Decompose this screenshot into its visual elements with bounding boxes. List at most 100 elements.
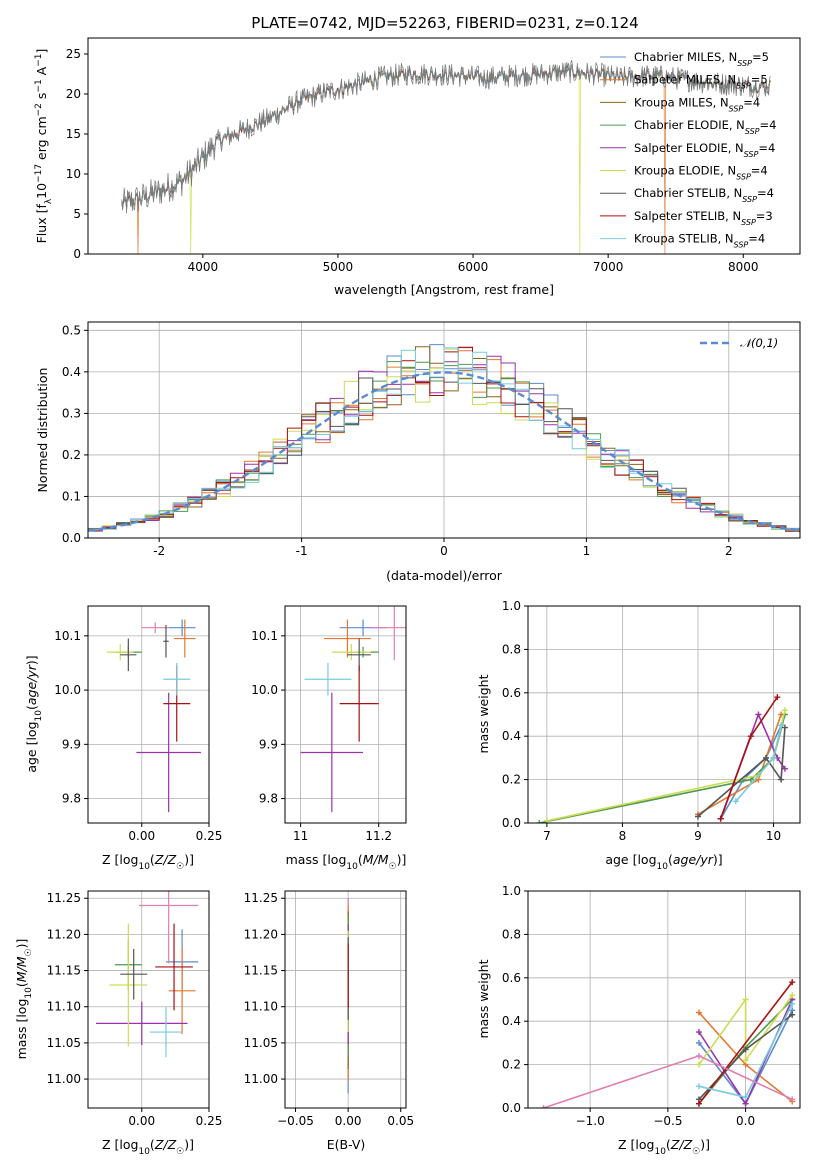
x-tick-label: 0.05 xyxy=(387,1114,414,1128)
y-tick-label: 11.25 xyxy=(244,891,278,905)
x-tick-label: 6000 xyxy=(458,260,489,274)
x-tick-label: 10 xyxy=(766,829,781,843)
weight-marker xyxy=(695,1029,702,1036)
plot-area xyxy=(121,59,771,254)
x-tick-label: 0.25 xyxy=(196,829,223,843)
plot-area xyxy=(96,891,199,1058)
weight-line xyxy=(539,714,786,823)
y-tick-label: 11.10 xyxy=(244,1000,278,1014)
y-tick-label: 0.0 xyxy=(502,1101,521,1115)
weight-marker xyxy=(695,813,701,820)
weight-marker xyxy=(742,996,749,1003)
y-tick-label: 9.9 xyxy=(62,737,81,751)
figure-title: PLATE=0742, MJD=52263, FIBERID=0231, z=0… xyxy=(251,14,638,32)
y-tick-label: 0.4 xyxy=(502,1014,521,1028)
x-tick-label: −0.5 xyxy=(653,1114,682,1128)
weight-marker xyxy=(742,1046,749,1053)
weight-marker xyxy=(789,992,796,999)
axes-frame xyxy=(87,890,210,1109)
plot-area xyxy=(347,898,349,1094)
x-tick-label: 2 xyxy=(725,544,733,558)
weight-marker xyxy=(695,1009,702,1016)
model-spectrum-line xyxy=(121,64,771,254)
x-axis-label: age [log10(age/yr)] xyxy=(605,852,722,872)
age-vs-metallicity-panel: 0.00 0.25 9.8 9.9 10.0 10.1 Z [log10(Z/Z☉)] age… xyxy=(24,605,223,872)
weight-marker xyxy=(778,722,785,729)
residual-histogram xyxy=(88,347,800,531)
mass-vs-extinction-panel: −0.05 0.00 0.05 11.00 11.05 11.10 11.15 11.20 11… xyxy=(244,890,414,1152)
y-tick-label: 0.0 xyxy=(62,531,81,545)
y-tick-label: 0.5 xyxy=(62,323,81,337)
weight-marker xyxy=(695,1100,702,1107)
weight-marker xyxy=(536,820,543,823)
plot-area xyxy=(536,694,788,823)
data-spectrum-line xyxy=(121,59,771,214)
y-tick-label: 9.8 xyxy=(62,792,81,806)
plot-area xyxy=(88,344,800,532)
x-tick-label: 0.00 xyxy=(335,1114,362,1128)
legend-label: Chabrier ELODIE, NSSP=4 xyxy=(634,118,776,136)
x-tick-label: 8 xyxy=(619,829,627,843)
weight-line xyxy=(546,710,786,822)
weight-marker xyxy=(717,815,724,822)
y-tick-label: 11.15 xyxy=(47,964,81,978)
x-tick-label: 7000 xyxy=(593,260,624,274)
x-tick-label: -2 xyxy=(153,544,165,558)
axes-frame xyxy=(527,890,801,1109)
y-tick-label: 9.8 xyxy=(259,792,278,806)
weight-marker xyxy=(781,724,788,731)
y-tick-label: 11.15 xyxy=(244,964,278,978)
x-tick-label: 11.2 xyxy=(365,829,392,843)
axes-frame xyxy=(87,605,210,824)
x-tick-label: 4000 xyxy=(188,260,219,274)
y-tick-label: 0.0 xyxy=(502,816,521,830)
x-axis-label: Z [log10(Z/Z☉)] xyxy=(618,1137,710,1157)
x-axis-label: Z [log10(Z/Z☉)] xyxy=(102,1137,194,1157)
legend-label: Chabrier MILES, NSSP=5 xyxy=(634,50,769,68)
weight-marker xyxy=(781,707,788,714)
x-tick-label: −1.0 xyxy=(576,1114,605,1128)
y-tick-label: 5 xyxy=(73,207,81,221)
y-tick-label: 11.05 xyxy=(47,1036,81,1050)
plot-area xyxy=(106,619,201,813)
y-tick-label: 0.2 xyxy=(62,448,81,462)
weight-marker xyxy=(732,798,739,805)
y-tick-label: 10 xyxy=(66,167,81,181)
weight-marker xyxy=(763,754,769,761)
y-tick-label: 0.8 xyxy=(502,642,521,656)
y-tick-label: 11.05 xyxy=(244,1036,278,1050)
x-axis-label: (data-model)/error xyxy=(386,568,503,583)
y-tick-label: 0.8 xyxy=(502,927,521,941)
legend-label: Kroupa MILES, NSSP=4 xyxy=(634,95,760,113)
plot-area xyxy=(300,606,406,813)
y-tick-label: 0.4 xyxy=(62,365,81,379)
residual-histogram-panel: -2 -1 0 1 2 0.0 0.1 0.2 0.3 0.4 0.5 𝒩(0,1) (data-mod… xyxy=(35,321,801,583)
legend: Chabrier MILES, NSSP=5 Salpeter MILES, NS… xyxy=(600,50,776,249)
y-axis-label: mass weight xyxy=(476,674,491,753)
weight-marker xyxy=(774,694,781,701)
y-axis-label: mass [log10(M/M☉)] xyxy=(14,939,34,1060)
weight-marker xyxy=(695,1061,702,1068)
axes-frame xyxy=(87,321,801,539)
y-tick-label: 11.20 xyxy=(244,927,278,941)
y-axis-label: age [log10(age/yr)] xyxy=(24,655,44,772)
plot-area xyxy=(540,979,796,1108)
mass-weight-vs-age-panel: 7 8 9 10 0.0 0.2 0.4 0.6 0.8 1.0 age [log10(age/yr… xyxy=(476,599,801,872)
x-axis-label: wavelength [Angstrom, rest frame] xyxy=(334,282,554,297)
weight-marker xyxy=(742,1057,749,1064)
legend-label: Salpeter STELIB, NSSP=3 xyxy=(634,209,773,227)
legend-label: 𝒩(0,1) xyxy=(740,336,778,350)
x-axis-label: E(B-V) xyxy=(327,1137,366,1152)
y-tick-label: 1.0 xyxy=(502,599,521,613)
y-tick-label: 0 xyxy=(73,247,81,261)
weight-marker xyxy=(695,1052,702,1059)
weight-marker xyxy=(770,754,777,761)
x-tick-label: 0 xyxy=(440,544,448,558)
legend-label: Chabrier STELIB, NSSP=4 xyxy=(634,186,774,204)
weight-marker xyxy=(695,1039,702,1046)
weight-marker xyxy=(789,979,796,986)
weight-marker xyxy=(747,733,754,740)
normal-reference-curve xyxy=(88,371,800,532)
x-axis-label: mass [log10(M/M☉)] xyxy=(286,852,407,872)
